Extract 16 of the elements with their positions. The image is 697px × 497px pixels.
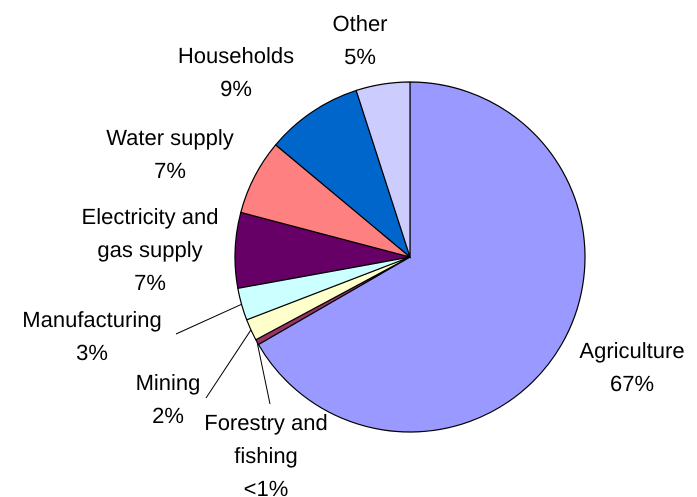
data-label: <1% bbox=[244, 476, 288, 497]
slice-label: Other bbox=[332, 10, 388, 36]
data-label: 2% bbox=[152, 402, 184, 428]
data-label: 9% bbox=[220, 76, 252, 101]
slice-label: Electricity and gas supply bbox=[82, 204, 218, 262]
data-label: 3% bbox=[76, 340, 108, 365]
data-label: 67% bbox=[610, 370, 654, 396]
slice-label: Households bbox=[178, 42, 294, 68]
data-label: 7% bbox=[154, 158, 186, 183]
slice-label: Manufacturing bbox=[22, 306, 162, 332]
slice-label: Water supply bbox=[106, 124, 234, 150]
data-label: 5% bbox=[344, 44, 376, 69]
slice-label: Agriculture bbox=[579, 338, 685, 363]
slice-label: Forestry and fishing bbox=[204, 410, 328, 468]
data-label: 7% bbox=[134, 270, 166, 295]
slice-label: Mining bbox=[136, 370, 200, 395]
